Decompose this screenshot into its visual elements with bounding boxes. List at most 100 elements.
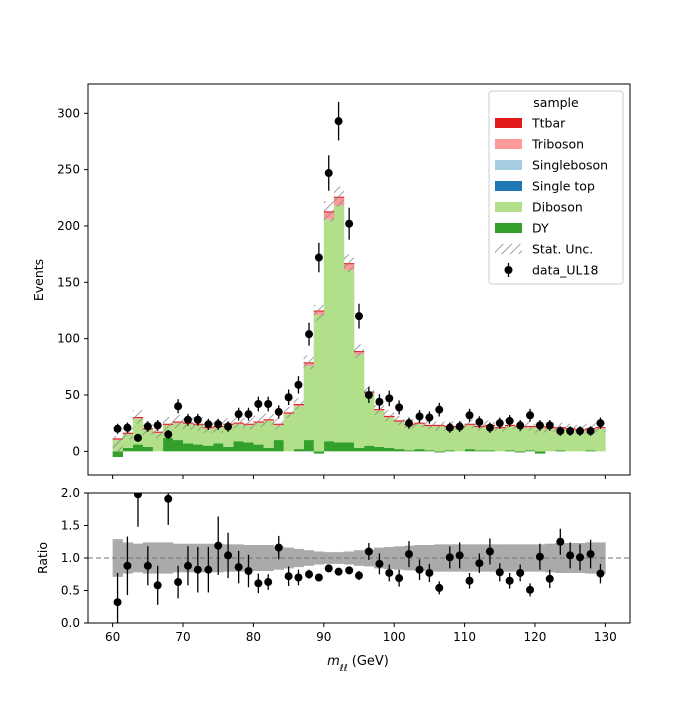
data-point <box>224 422 233 431</box>
ratio-y-tick-label: 2.0 <box>61 486 80 500</box>
bar-diboson <box>303 365 315 441</box>
ratio-point <box>224 551 233 560</box>
bar-dy <box>132 444 144 452</box>
bar-dy <box>293 449 304 452</box>
bar-diboson <box>333 205 345 443</box>
ratio-point <box>364 547 373 556</box>
data-point <box>485 423 494 432</box>
bar-diboson <box>534 427 546 452</box>
ratio-point <box>133 493 142 499</box>
data-point <box>586 427 595 436</box>
data-point <box>465 411 474 420</box>
legend-entry: Singleboson <box>495 158 608 173</box>
ratio-point <box>204 565 213 574</box>
bar-dy <box>142 446 154 452</box>
stat-unc-box <box>132 410 143 424</box>
stat-unc-box <box>172 414 184 429</box>
bar-diboson <box>213 427 224 444</box>
bar-dy <box>323 441 335 452</box>
stat-unc-box <box>283 406 294 419</box>
ratio-point <box>465 576 474 585</box>
bar-dy <box>464 449 475 452</box>
bar-diboson <box>343 269 355 443</box>
stat-unc-box <box>243 418 254 430</box>
ratio-y-tick-label: 0.0 <box>61 616 80 630</box>
x-tick-label: 60 <box>105 630 120 644</box>
bar-diboson <box>263 420 274 448</box>
bar-diboson <box>293 406 304 450</box>
bar-dy <box>524 450 536 452</box>
bar-dy <box>273 440 284 452</box>
ratio-unc-box <box>343 551 355 565</box>
x-axis-title: mℓℓ (GeV) <box>327 654 389 674</box>
y-tick-label: 250 <box>57 163 80 177</box>
data-point <box>153 421 162 430</box>
ratio-unc-box <box>112 539 124 577</box>
legend-swatch <box>495 118 522 128</box>
ratio-point <box>545 574 554 583</box>
bar-diboson <box>394 422 405 450</box>
stat-unc-box <box>162 416 173 431</box>
data-point <box>264 400 273 409</box>
data-point <box>274 407 283 416</box>
ratio-point <box>314 573 323 582</box>
y-tick-label: 200 <box>57 219 80 233</box>
bar-diboson <box>172 423 184 441</box>
ratio-unc-box <box>434 544 445 572</box>
bar-dy <box>223 446 234 452</box>
bar-dy <box>434 451 445 453</box>
data-point <box>435 405 444 414</box>
ratio-point <box>586 550 595 559</box>
ratio-point <box>505 576 514 585</box>
data-point <box>193 415 202 424</box>
bar-dy <box>354 447 365 452</box>
data-point <box>133 433 142 442</box>
legend-swatch <box>495 202 522 212</box>
data-point <box>455 422 464 431</box>
bar-dy <box>112 451 124 457</box>
ratio-point <box>345 566 354 575</box>
bar-diboson <box>434 426 445 452</box>
legend-label: Triboson <box>531 137 584 152</box>
bar-diboson <box>484 426 496 451</box>
ratio-point <box>425 568 434 577</box>
bar-diboson <box>555 428 566 451</box>
bar-diboson <box>464 425 475 450</box>
bar-diboson <box>454 427 465 452</box>
bar-dy <box>122 447 134 452</box>
bar-diboson <box>565 429 576 452</box>
data-point <box>545 421 554 430</box>
ratio-point <box>284 572 293 581</box>
ratio-point <box>143 561 152 570</box>
legend-label: DY <box>532 221 549 236</box>
data-point <box>526 411 535 420</box>
data-point <box>305 330 314 339</box>
ratio-y-tick-label: 1.0 <box>61 551 80 565</box>
ratio-unc-box <box>354 550 365 566</box>
ratio-point <box>526 585 535 594</box>
ratio-point <box>475 559 484 568</box>
bar-dy <box>585 450 596 452</box>
data-point <box>334 117 343 126</box>
data-point <box>445 423 454 432</box>
data-point <box>425 413 434 422</box>
bar-dy <box>243 442 254 452</box>
bar-diboson <box>363 393 375 446</box>
x-tick-label: 110 <box>453 630 476 644</box>
data-point <box>234 410 243 419</box>
bar-diboson <box>474 427 486 451</box>
bar-diboson <box>374 410 385 447</box>
ratio-unc-box <box>394 546 405 570</box>
y-axis-title-ratio: Ratio <box>35 542 50 574</box>
bar-diboson <box>545 428 556 452</box>
stat-unc-box <box>293 398 304 410</box>
legend-entry: Ttbar <box>495 116 566 131</box>
bar-diboson <box>152 433 164 452</box>
bar-diboson <box>384 417 395 448</box>
data-point <box>314 253 323 262</box>
stat-unc-box <box>323 201 334 222</box>
data-point <box>355 312 363 321</box>
bar-dy <box>484 450 496 452</box>
